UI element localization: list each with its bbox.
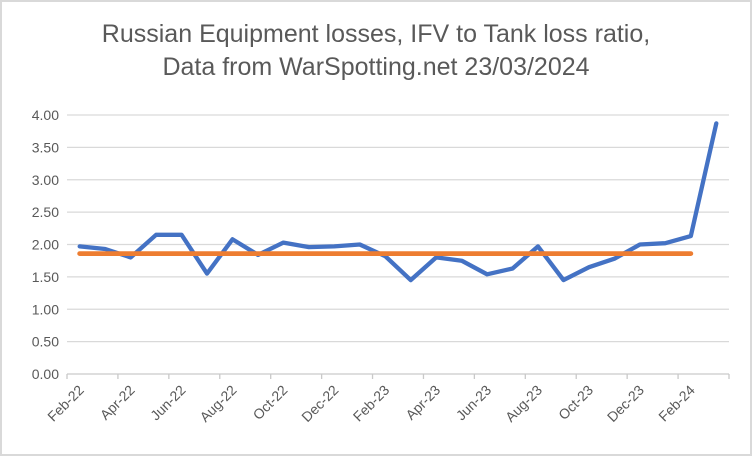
x-axis-tick-label: Aug-23 xyxy=(502,382,545,425)
x-axis-tick-label: Oct-22 xyxy=(250,382,291,423)
x-axis-tick-label: Oct-23 xyxy=(555,382,596,423)
y-axis-tick-label: 1.50 xyxy=(32,269,59,285)
x-axis-tick-label: Aug-22 xyxy=(196,382,239,425)
ratio-line-series xyxy=(77,121,719,283)
x-axis-tick-label: Feb-23 xyxy=(350,382,393,425)
x-axis-tick-label: Jun-22 xyxy=(147,382,189,424)
y-axis-tick-label: 3.00 xyxy=(32,172,59,188)
x-axis-tick-label: Feb-24 xyxy=(655,382,698,425)
chart-title: Russian Equipment losses, IFV to Tank lo… xyxy=(2,18,750,84)
x-axis-tick-label: Jun-23 xyxy=(453,382,495,424)
y-axis-tick-label: 2.00 xyxy=(32,237,59,253)
y-axis-tick-label: 2.50 xyxy=(32,204,59,220)
x-axis-tick-label: Dec-23 xyxy=(604,382,647,425)
x-axis-tick-label: Apr-22 xyxy=(97,382,138,423)
y-axis-tick-label: 1.00 xyxy=(32,301,59,317)
chart-title-line2: Data from WarSpotting.net 23/03/2024 xyxy=(162,53,590,81)
x-axis-tick-label: Feb-22 xyxy=(44,382,87,425)
y-axis-tick-label: 3.50 xyxy=(32,139,59,155)
x-axis-tick-label: Dec-22 xyxy=(298,382,341,425)
y-axis-tick-label: 0.00 xyxy=(32,366,59,382)
chart-title-line1: Russian Equipment losses, IFV to Tank lo… xyxy=(101,20,651,48)
y-axis-tick-label: 0.50 xyxy=(32,334,59,350)
x-axis-tick-label: Apr-23 xyxy=(402,382,443,423)
y-axis-tick-label: 4.00 xyxy=(32,107,59,123)
